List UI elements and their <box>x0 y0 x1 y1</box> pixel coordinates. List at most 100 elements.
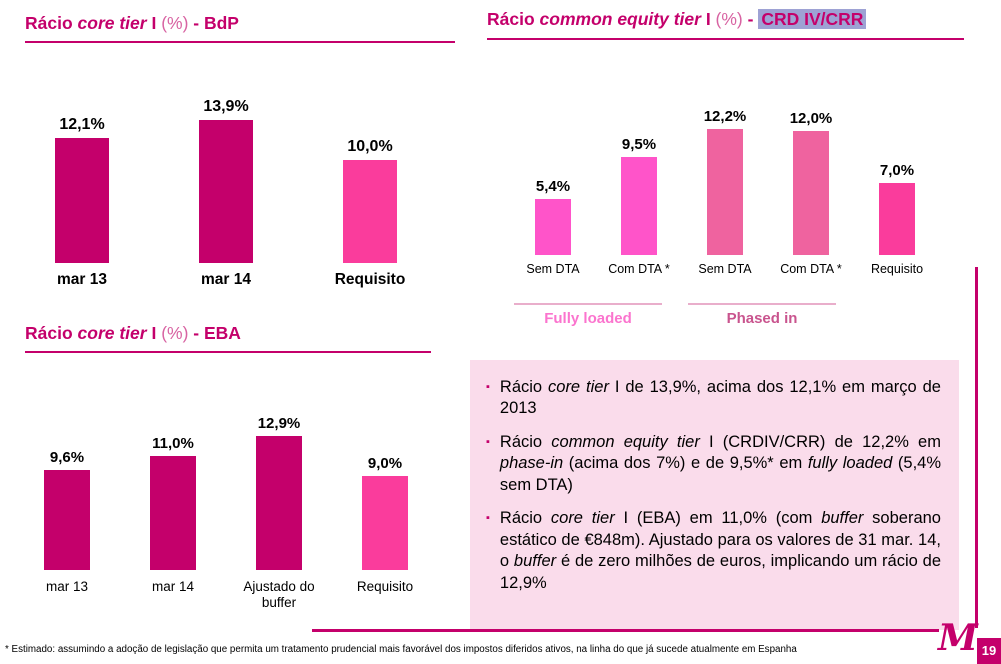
text-segment: (%) <box>161 323 189 343</box>
text-segment: fully loaded <box>807 454 893 473</box>
category-label: mar 14 <box>201 271 251 288</box>
accent-vertical-line <box>975 267 978 628</box>
phased-in-label: Phased in <box>726 310 798 327</box>
footer-line <box>312 629 939 632</box>
bullet-item: ▪ Rácio core tier I (EBA) em 11,0% (com … <box>486 508 941 594</box>
chart-bdp: 12,1% mar 13 13,9% mar 14 10,0% Requisito <box>10 88 442 289</box>
value-label: 9,0% <box>367 455 403 472</box>
text-segment: Rácio <box>499 378 549 396</box>
summary-box: ▪ Rácio core tier I de 13,9%, acima dos … <box>470 360 959 630</box>
bar <box>535 199 571 255</box>
chart-eba: 9,6% mar 13 11,0% mar 14 12,9% Ajustado do bu… <box>14 392 438 610</box>
footnote: * Estimado: assumindo a adoção de legisl… <box>5 644 797 655</box>
category-label: Sem DTA <box>526 262 580 276</box>
text-segment: core tier <box>548 378 609 396</box>
bullet-text: Rácio core tier I (EBA) em 11,0% (com bu… <box>500 508 941 594</box>
bar-group: 9,5% Com DTA * <box>596 92 682 276</box>
text-segment: I (CRDIV/CRR) de 12,2% em <box>699 432 941 451</box>
text-segment: - EBA <box>188 323 241 343</box>
category-label: Requisito <box>334 271 406 288</box>
bar-group: 12,0% Com DTA * <box>768 92 854 276</box>
chart-crd: 5,4% Sem DTA 9,5% Com DTA * 12,2% Sem DTA 12,0… <box>510 92 940 276</box>
value-label: 12,9% <box>257 415 301 432</box>
page-number: 19 <box>977 638 1001 664</box>
category-label: mar 13 <box>57 271 107 288</box>
text-segment: Rácio <box>487 9 540 29</box>
text-segment: I <box>146 323 162 343</box>
category-label: Ajustado do buffer <box>243 579 315 610</box>
text-segment: (%) <box>715 9 743 29</box>
bar-group: 5,4% Sem DTA <box>510 92 596 276</box>
bar <box>343 160 397 263</box>
text-segment: phase-in <box>499 454 564 473</box>
bar-plot: 10,0% <box>343 88 397 263</box>
category-label: mar 14 <box>151 579 195 594</box>
text-segment: Rácio <box>499 509 551 528</box>
bullet-square-icon: ▪ <box>486 381 490 393</box>
bar <box>44 470 90 570</box>
bar-plot: 13,9% <box>199 88 253 263</box>
value-label: 7,0% <box>879 162 915 179</box>
category-label: Requisito <box>870 262 924 276</box>
bullet-item: ▪ Rácio core tier I de 13,9%, acima dos … <box>486 377 941 420</box>
text-segment: common equity tier <box>539 9 701 29</box>
bar-group: 9,6% mar 13 <box>14 392 120 595</box>
text-segment: - <box>742 9 759 29</box>
text-segment: buffer <box>513 552 557 571</box>
fully-loaded-group-line <box>514 303 662 305</box>
bar-plot: 12,1% <box>55 88 109 263</box>
fully-loaded-label: Fully loaded <box>544 310 632 327</box>
bar-plot: 12,9% <box>256 392 302 570</box>
bar-group: 12,2% Sem DTA <box>682 92 768 276</box>
bar-plot: 7,0% <box>879 92 915 255</box>
bar-plot: 9,0% <box>362 392 408 570</box>
bar <box>55 138 109 263</box>
bar-plot: 5,4% <box>535 92 571 255</box>
text-segment: buffer <box>821 509 864 528</box>
bullet-square-icon: ▪ <box>486 435 490 448</box>
bullet-text: Rácio core tier I de 13,9%, acima dos 12… <box>500 377 941 420</box>
value-label: 12,1% <box>59 116 105 133</box>
title-crd: Rácio common equity tier I (%) - CRD IV/… <box>487 9 867 30</box>
category-label: Requisito <box>356 579 414 594</box>
bar <box>706 129 743 255</box>
text-segment: core tier <box>77 13 147 33</box>
text-segment: soberano estático de €848m). Ajustado pa… <box>499 509 941 571</box>
bullet-item: ▪ Rácio common equity tier I (CRDIV/CRR)… <box>486 432 941 496</box>
text-segment: I <box>700 9 716 29</box>
category-label: Sem DTA <box>698 262 752 276</box>
bar-group: 10,0% Requisito <box>298 88 442 289</box>
bar-group: 9,0% Requisito <box>332 392 438 595</box>
value-label: 10,0% <box>347 138 393 155</box>
text-segment: I (EBA) em 11,0% (com <box>614 509 822 528</box>
text-segment: I <box>146 13 162 33</box>
bar-plot: 12,0% <box>790 92 832 255</box>
text-segment: core tier <box>77 323 147 343</box>
title-crd-rule <box>487 38 964 40</box>
bar-plot: 9,6% <box>44 392 90 570</box>
text-segment: I de 13,9%, acima dos 12,1% em março de … <box>499 378 941 418</box>
bar-plot: 9,5% <box>621 92 657 255</box>
bar-group: 12,9% Ajustado do buffer <box>226 392 332 610</box>
value-label: 9,6% <box>49 449 85 466</box>
text-segment: Rácio <box>25 13 78 33</box>
bar <box>199 120 253 263</box>
category-label: Com DTA * <box>780 262 842 276</box>
bar-group: 12,1% mar 13 <box>10 88 154 289</box>
text-segment: é de zero milhões de euros, implicando u… <box>499 552 942 592</box>
millennium-logo: M <box>938 617 978 659</box>
text-segment: common equity tier <box>551 432 700 451</box>
value-label: 5,4% <box>535 178 571 195</box>
title-bdp: Rácio core tier I (%) - BdP <box>25 13 239 34</box>
value-label: 13,9% <box>203 98 249 115</box>
text-segment: (%) <box>161 13 189 33</box>
bullet-text: Rácio common equity tier I (CRDIV/CRR) d… <box>500 432 941 496</box>
text-segment: (acima dos 7%) e de 9,5%* em <box>563 454 808 473</box>
category-label: mar 13 <box>45 579 89 594</box>
bar-group: 13,9% mar 14 <box>154 88 298 289</box>
text-segment: - BdP <box>188 13 239 33</box>
text-segment: CRD IV/CRR <box>758 9 867 29</box>
bar-group: 7,0% Requisito <box>854 92 940 276</box>
text-segment: (5,4% sem DTA) <box>499 454 942 494</box>
